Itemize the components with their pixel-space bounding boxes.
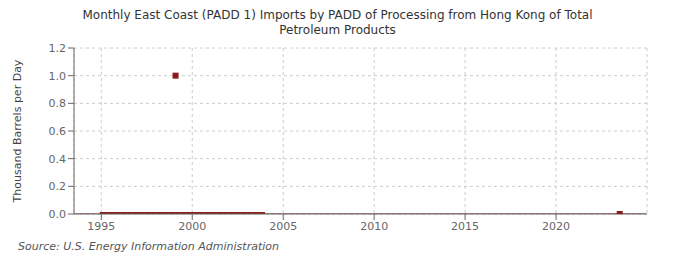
svg-text:0.6: 0.6 [49,125,67,138]
svg-text:1.2: 1.2 [49,42,67,55]
svg-text:Thousand Barrels per Day: Thousand Barrels per Day [11,59,24,203]
html-text:Monthly East Coast (PADD 1) Im: Monthly East Coast (PADD 1) Imports by P… [82,8,593,37]
svg-text:1995: 1995 [87,220,115,233]
html-text:Source: U.S. Energy Informatio: Source: U.S. Energy Information Administ… [18,240,279,253]
svg-text:2010: 2010 [360,220,388,233]
svg-text:2015: 2015 [451,220,479,233]
svg-text:0.0: 0.0 [49,208,67,221]
svg-text:2000: 2000 [178,220,206,233]
svg-text:0.4: 0.4 [49,153,67,166]
svg-text:0.2: 0.2 [49,180,67,193]
svg-text:2005: 2005 [269,220,297,233]
svg-text:2020: 2020 [542,220,570,233]
svg-text:1.0: 1.0 [49,70,67,83]
svg-text:0.8: 0.8 [49,97,67,110]
